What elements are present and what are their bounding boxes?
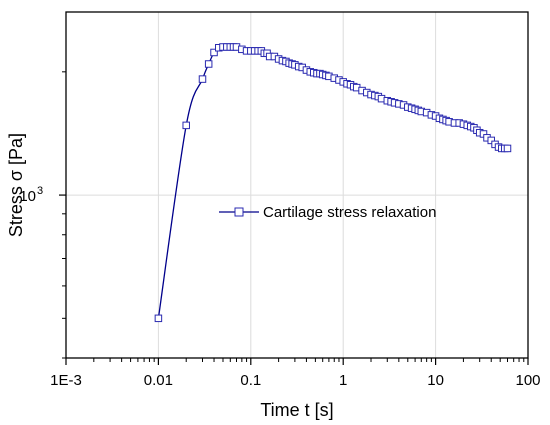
- series-curve-layer: [157, 46, 508, 319]
- x-tick-label: 100: [515, 372, 540, 389]
- x-tick-label: 10: [427, 372, 444, 389]
- legend-label: Cartilage stress relaxation: [263, 204, 436, 221]
- y-tick-label: 10 3: [19, 185, 43, 205]
- data-point: [182, 121, 190, 130]
- axis-ticks: [59, 71, 529, 365]
- data-point: [204, 60, 213, 68]
- y-tick-label-exponent: 3: [37, 185, 43, 197]
- data-point: [210, 48, 218, 57]
- data-point: [487, 136, 495, 145]
- legend-square-marker: [234, 207, 244, 217]
- series-markers: [154, 43, 512, 323]
- series-line: [157, 46, 508, 319]
- data-point: [503, 144, 512, 153]
- grid-lines: [66, 12, 528, 358]
- x-tick-label: 0.1: [240, 372, 261, 389]
- data-point: [198, 75, 207, 83]
- y-tick-labels: 10 3: [19, 185, 43, 205]
- x-tick-labels: 1E-3 0.01 0.1 1 10 100: [50, 372, 540, 389]
- x-tick-label: 1: [339, 372, 347, 389]
- x-tick-label: 0.01: [144, 372, 173, 389]
- x-axis-label: Time t [s]: [260, 400, 333, 420]
- y-tick-label-base: 10: [19, 188, 36, 205]
- x-tick-label: 1E-3: [50, 372, 82, 389]
- y-axis-label: Stress σ [Pa]: [6, 133, 26, 237]
- plot-frame: [65, 11, 529, 359]
- legend: Cartilage stress relaxation: [219, 204, 436, 221]
- data-point: [154, 314, 163, 323]
